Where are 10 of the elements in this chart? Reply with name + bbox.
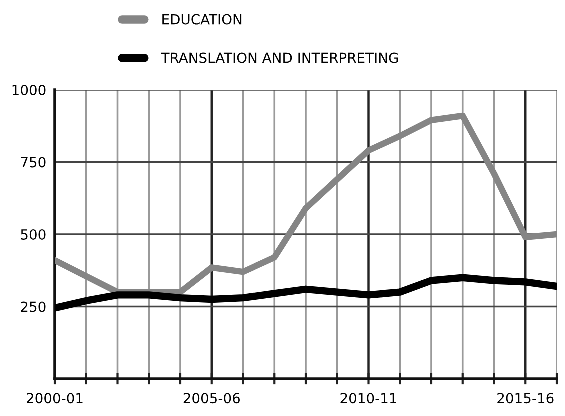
- x-tick-label: 2010-11: [340, 393, 396, 404]
- x-tick-label: 2000-01: [27, 393, 83, 404]
- x-tick-label: 2015-16: [498, 393, 554, 404]
- y-tick-label: 750: [21, 157, 46, 168]
- legend-label: TRANSLATION AND INTERPRETING: [161, 52, 398, 64]
- y-tick-label: 500: [21, 229, 46, 240]
- legend-label: EDUCATION: [162, 14, 242, 25]
- y-tick-label: 1000: [12, 84, 46, 96]
- y-tick-label: 250: [21, 302, 46, 312]
- x-tick-label: 2005-06: [184, 393, 240, 404]
